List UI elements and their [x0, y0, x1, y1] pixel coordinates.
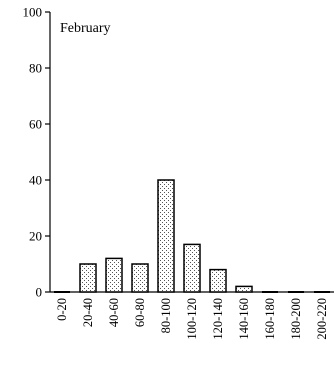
y-tick-label: 40 — [29, 173, 42, 188]
bar — [209, 268, 227, 293]
x-tick-label: 40-60 — [107, 298, 121, 327]
y-axis-ticks: 0 20 40 60 80 100 — [23, 5, 50, 300]
bar — [183, 243, 201, 293]
x-tick-label: 80-100 — [159, 298, 173, 333]
x-tick-label: 120-140 — [211, 298, 225, 340]
y-tick-label: 100 — [23, 5, 43, 20]
y-tick-label: 60 — [29, 117, 42, 132]
x-tick-label: 60-80 — [133, 298, 147, 327]
x-tick-label: 140-160 — [237, 298, 251, 340]
x-tick-label: 160-180 — [263, 298, 277, 340]
x-tick-label: 0-20 — [55, 298, 69, 321]
y-tick-label: 20 — [29, 229, 42, 244]
x-tick-label: 180-200 — [289, 298, 303, 340]
y-tick-label: 0 — [36, 285, 43, 300]
bar — [105, 257, 123, 293]
bars — [54, 179, 330, 293]
x-tick-label: 100-120 — [185, 298, 199, 340]
x-tick-label: 200-220 — [315, 298, 329, 340]
bar — [157, 179, 175, 293]
x-tick-label: 20-40 — [81, 298, 95, 327]
bar — [79, 263, 97, 293]
chart-title: February — [60, 21, 111, 36]
bar — [131, 263, 149, 293]
bar — [235, 285, 253, 293]
x-axis-labels: 0-20 20-40 40-60 60-80 80-100 100-120 120-140 1… — [55, 298, 329, 340]
y-tick-label: 80 — [29, 61, 42, 76]
